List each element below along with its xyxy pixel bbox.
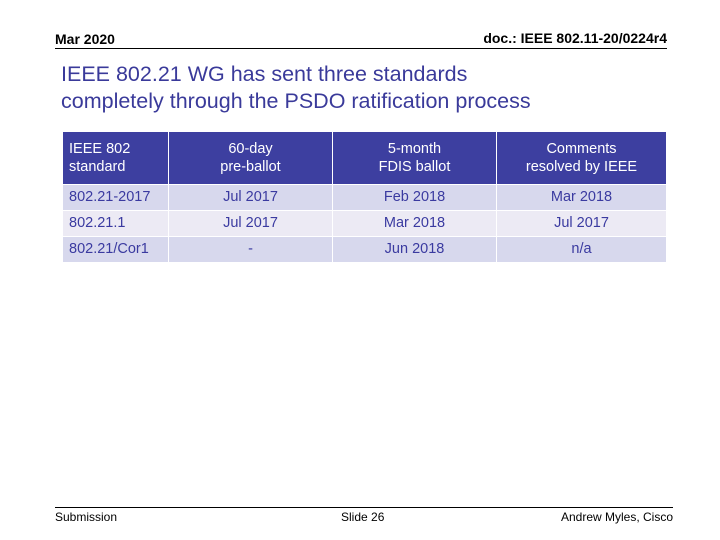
table-cell: Mar 2018 [496,184,667,211]
header-cell-comments: Comments resolved by IEEE [496,131,667,185]
header-cell-fdis-ballot: 5-month FDIS ballot [332,131,497,185]
table-cell: 802.21.1 [62,210,169,237]
footer-author: Andrew Myles, Cisco [560,510,673,524]
table-cell: Jul 2017 [496,210,667,237]
table-cell: Jul 2017 [168,184,333,211]
standards-table: IEEE 802 standard 60-day pre-ballot 5-mo… [62,131,667,263]
table-cell: Jul 2017 [168,210,333,237]
footer-submission: Submission [55,510,118,524]
header-text: resolved by IEEE [525,159,638,175]
title-line-2: completely through the PSDO ratification… [61,89,531,113]
table-row: 802.21.1 Jul 2017 Mar 2018 Jul 2017 [62,210,667,237]
header-cell-standard: IEEE 802 standard [62,131,169,185]
header-text: standard [69,159,126,175]
header-doc-id: doc.: IEEE 802.11-20/0224r4 [483,30,667,46]
table-cell: Feb 2018 [332,184,497,211]
table-cell: 802.21-2017 [62,184,169,211]
title-line-1: IEEE 802.21 WG has sent three standards [61,62,468,86]
header-text: FDIS ballot [378,159,451,175]
table-cell: n/a [496,236,667,263]
footer-rule [55,507,673,508]
header-text: IEEE 802 [69,141,131,157]
table-row: 802.21-2017 Jul 2017 Feb 2018 Mar 2018 [62,184,667,211]
header-cell-pre-ballot: 60-day pre-ballot [168,131,333,185]
header-text: pre-ballot [220,159,281,175]
header-text: 5-month [387,141,442,157]
table-row: 802.21/Cor1 - Jun 2018 n/a [62,236,667,263]
header-rule [55,48,667,49]
table-header-row: IEEE 802 standard 60-day pre-ballot 5-mo… [62,131,667,185]
footer-slide-number: Slide 26 [341,510,385,524]
header-text: Comments [546,141,617,157]
table-cell: - [168,236,333,263]
header-text: 60-day [228,141,273,157]
table-cell: Jun 2018 [332,236,497,263]
slide-title: IEEE 802.21 WG has sent three standards … [61,61,701,115]
table-cell: Mar 2018 [332,210,497,237]
table-cell: 802.21/Cor1 [62,236,169,263]
header-date: Mar 2020 [55,31,115,47]
